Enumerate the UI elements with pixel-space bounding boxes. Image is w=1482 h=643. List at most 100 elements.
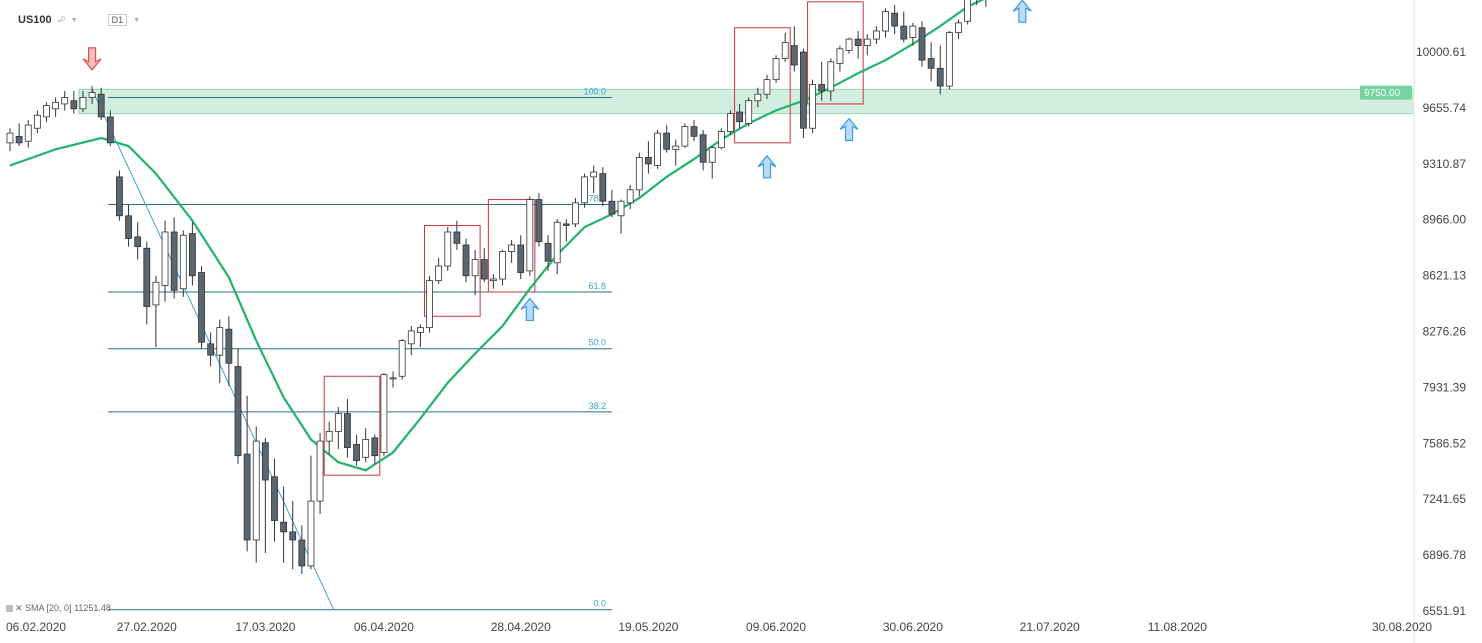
candle-up [362, 439, 370, 458]
x-tick-label: 27.02.2020 [117, 620, 177, 634]
candle-down [106, 116, 114, 144]
candle-up [307, 500, 315, 567]
y-tick-label: 9655.74 [1423, 101, 1467, 115]
candle-up [873, 30, 880, 40]
fib-level-label: 0.0 [593, 599, 606, 609]
candle-up [745, 100, 753, 124]
candle-up [216, 327, 224, 356]
x-tick-label: 06.04.2020 [354, 620, 414, 634]
chevron-down-icon[interactable]: ▼ [133, 16, 141, 24]
candle-down [271, 476, 278, 521]
x-tick-label: 06.02.2020 [6, 620, 66, 634]
x-tick-label: 21.07.2020 [1020, 620, 1080, 634]
candle-up [499, 251, 506, 280]
candle-down [663, 132, 671, 150]
fib-level-label: 100.0 [583, 86, 606, 96]
candle-up [708, 147, 716, 163]
timeframe-selector[interactable]: D1 [107, 14, 128, 26]
candle-down [143, 247, 151, 307]
x-tick-label: 09.06.2020 [746, 620, 806, 634]
candle-down [562, 223, 570, 226]
candle-up [845, 38, 853, 51]
candle-up [407, 330, 415, 345]
candle-up [945, 32, 953, 87]
level-tag: 9750.00 [1364, 88, 1401, 99]
symbol-tag: ᵢₙᴰ [57, 17, 65, 24]
candle-up [444, 231, 452, 267]
candle-up [88, 92, 96, 98]
arrow-up-icon [757, 154, 777, 179]
candle-up [836, 48, 844, 64]
candle-up [909, 25, 917, 38]
candle-up [590, 171, 598, 178]
candle-up [763, 79, 771, 95]
arrow-up-icon [1012, 0, 1032, 23]
candle-down [70, 100, 78, 110]
y-tick-label: 6551.91 [1423, 604, 1467, 618]
candle-down [544, 242, 552, 262]
candle-up [717, 131, 725, 149]
candle-up [781, 41, 789, 59]
candle-down [535, 199, 543, 243]
candle-up [635, 157, 643, 191]
candle-down [517, 244, 525, 273]
pattern-box [734, 27, 791, 144]
candle-up [316, 440, 324, 502]
indicator-settings-icon[interactable] [6, 605, 13, 612]
candle-up [681, 126, 689, 147]
fib-level-label: 50.0 [588, 338, 606, 348]
candle-down [690, 126, 698, 137]
candle-down [198, 272, 205, 343]
y-tick-label: 9310.87 [1423, 157, 1467, 171]
y-tick-label: 10000.61 [1416, 45, 1466, 59]
candle-up [252, 440, 260, 541]
y-tick-label: 7586.52 [1423, 436, 1467, 450]
candle-down [280, 521, 288, 533]
y-tick-label: 8621.13 [1423, 269, 1467, 283]
candle-up [6, 132, 14, 144]
candle-down [97, 93, 105, 118]
candle-up [572, 202, 579, 225]
pattern-box [487, 199, 536, 293]
sma-indicator-legend[interactable]: ✕ SMA [20, 0] 11251.48 [6, 603, 111, 614]
candle-down [462, 244, 470, 277]
candle-down [918, 27, 926, 61]
candle-up [334, 413, 342, 432]
candle-down [261, 442, 269, 481]
candle-up [727, 113, 734, 132]
candle-down [225, 328, 233, 364]
candle-down [891, 12, 899, 27]
candle-up [435, 265, 443, 282]
candle-up [380, 374, 388, 453]
candle-down [900, 25, 908, 40]
candle-down [289, 531, 297, 541]
candle-up [33, 114, 41, 129]
fib-level-label: 78.6 [588, 193, 606, 203]
candle-down [344, 413, 351, 448]
arrow-up-icon [520, 297, 540, 322]
x-tick-label: 28.04.2020 [491, 620, 551, 634]
candle-down [243, 453, 251, 541]
candle-down [207, 343, 215, 356]
pattern-box [807, 1, 864, 105]
level-tag-bg [1360, 85, 1412, 100]
arrow-down-icon [82, 47, 102, 71]
candle-down [818, 84, 826, 92]
sma-line [9, 0, 985, 472]
candle-up [626, 189, 634, 204]
symbol-label[interactable]: US100 [18, 14, 52, 26]
candle-down [699, 134, 707, 163]
candle-up [772, 58, 780, 81]
arrow-up-icon [839, 117, 859, 142]
x-tick-label: 11.08.2020 [1148, 620, 1207, 634]
candle-up [61, 97, 69, 105]
fib-level-label: 61.8 [588, 281, 606, 291]
candle-up [179, 234, 187, 290]
candle-up [581, 176, 588, 204]
candle-up [508, 244, 516, 252]
candle-up [863, 38, 871, 46]
candle-down [599, 173, 607, 202]
chevron-down-icon[interactable]: ▼ [70, 16, 78, 24]
candle-up [827, 61, 835, 92]
